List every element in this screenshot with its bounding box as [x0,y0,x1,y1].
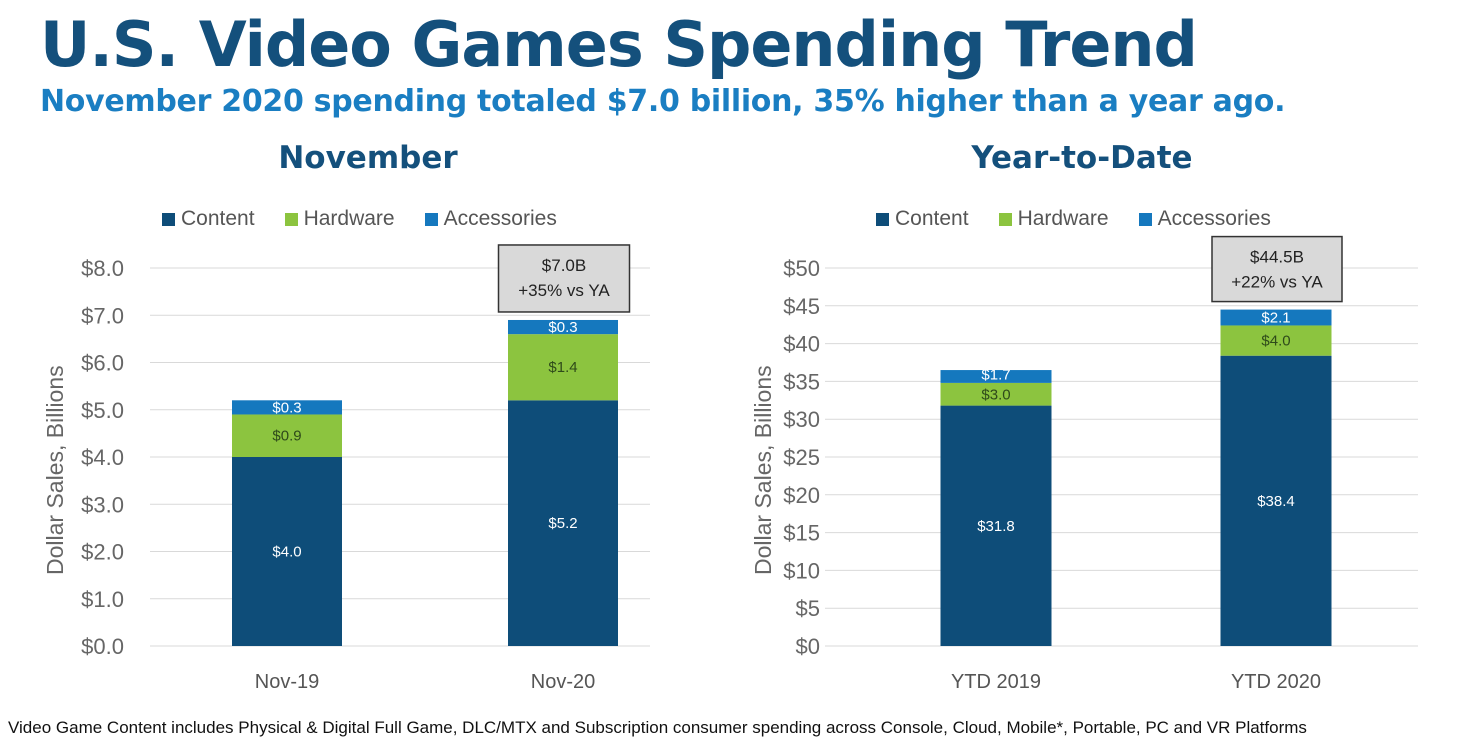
bar-segment-content [232,457,342,646]
bar-segment-accessories [1220,309,1332,326]
chart-title-ytd: Year-to-Date [971,140,1193,176]
y-tick-label: $20 [783,483,820,508]
y-tick-label: $5 [796,596,820,621]
data-label-content: $38.4 [1257,493,1295,510]
y-tick-label: $4.0 [81,445,124,470]
data-label-hardware: $4.0 [1261,333,1290,350]
legend-item-content: Content [876,207,969,231]
legend-item-hardware: Hardware [998,207,1109,231]
y-tick-label: $30 [783,407,820,432]
data-label-accessories: $1.7 [981,366,1010,383]
bar-segment-content [940,405,1052,646]
data-label-hardware: $1.4 [548,359,577,376]
annotation-growth: +35% vs YA [518,281,610,300]
y-tick-label: $0 [796,634,820,659]
legend-label: Content [895,207,969,230]
data-label-content: $5.2 [548,515,577,532]
legend-label: Hardware [303,207,395,230]
data-label-hardware: $3.0 [981,386,1010,403]
annotation-total: $44.5B [1250,248,1304,267]
bar-segment-accessories [940,370,1052,383]
data-label-accessories: $0.3 [548,319,577,336]
legend-item-hardware: Hardware [284,207,395,231]
bar-segment-accessories [508,319,618,335]
y-tick-label: $6.0 [81,351,124,376]
y-tick-label: $10 [783,558,820,583]
total-annotation-box [497,244,631,313]
legend-ytd: Content Hardware Accessories [876,207,1271,231]
x-category-label: Nov-19 [255,671,319,693]
y-tick-label: $2.0 [81,540,124,565]
data-label-content: $31.8 [977,518,1015,535]
x-category-label: YTD 2020 [1231,671,1321,693]
footnote: Video Game Content includes Physical & D… [8,718,1307,737]
annotation-growth: +22% vs YA [1231,273,1323,292]
y-tick-label: $50 [783,256,820,281]
legend-label: Content [181,207,255,230]
legend-label: Hardware [1017,207,1109,230]
y-tick-label: $3.0 [81,492,124,517]
y-tick-label: $8.0 [81,256,124,281]
annotation-total: $7.0B [542,256,586,275]
accessories-swatch [424,212,438,226]
chart-title-november: November [278,140,458,176]
y-tick-label: $15 [783,521,820,546]
data-label-accessories: $0.3 [272,399,301,416]
x-category-label: Nov-20 [531,671,595,693]
y-tick-label: $5.0 [81,398,124,423]
data-label-accessories: $2.1 [1261,310,1290,327]
legend-item-content: Content [162,207,255,231]
legend-item-accessories: Accessories [424,207,557,231]
legend-label: Accessories [443,207,557,230]
legend-november: Content Hardware Accessories [162,207,557,231]
data-label-content: $4.0 [272,544,301,561]
bar-segment-hardware [508,334,618,401]
bar-segment-hardware [232,414,342,457]
y-tick-label: $7.0 [81,303,124,328]
bar-segment-hardware [940,382,1052,406]
y-tick-label: $45 [783,294,820,319]
bar-segment-hardware [1220,325,1332,356]
y-tick-label: $1.0 [81,587,124,612]
y-tick-label: $35 [783,369,820,394]
page-subtitle: November 2020 spending totaled $7.0 bill… [40,84,1286,119]
x-category-label: YTD 2019 [951,671,1041,693]
content-swatch [876,212,889,226]
hardware-swatch [998,212,1012,226]
legend-label: Accessories [1157,207,1271,230]
content-swatch [162,212,175,226]
page-title: U.S. Video Games Spending Trend [40,8,1198,81]
legend-item-accessories: Accessories [1138,207,1271,231]
data-label-hardware: $0.9 [272,428,301,445]
hardware-swatch [284,212,298,226]
y-tick-label: $40 [783,332,820,357]
bar-segment-content [1220,355,1332,646]
bar-segment-content [508,400,618,646]
total-annotation-box [1211,235,1343,303]
y-tick-label: $0.0 [81,634,124,659]
bar-segment-accessories [232,400,342,415]
y-tick-label: $25 [783,445,820,470]
accessories-swatch [1138,212,1152,226]
